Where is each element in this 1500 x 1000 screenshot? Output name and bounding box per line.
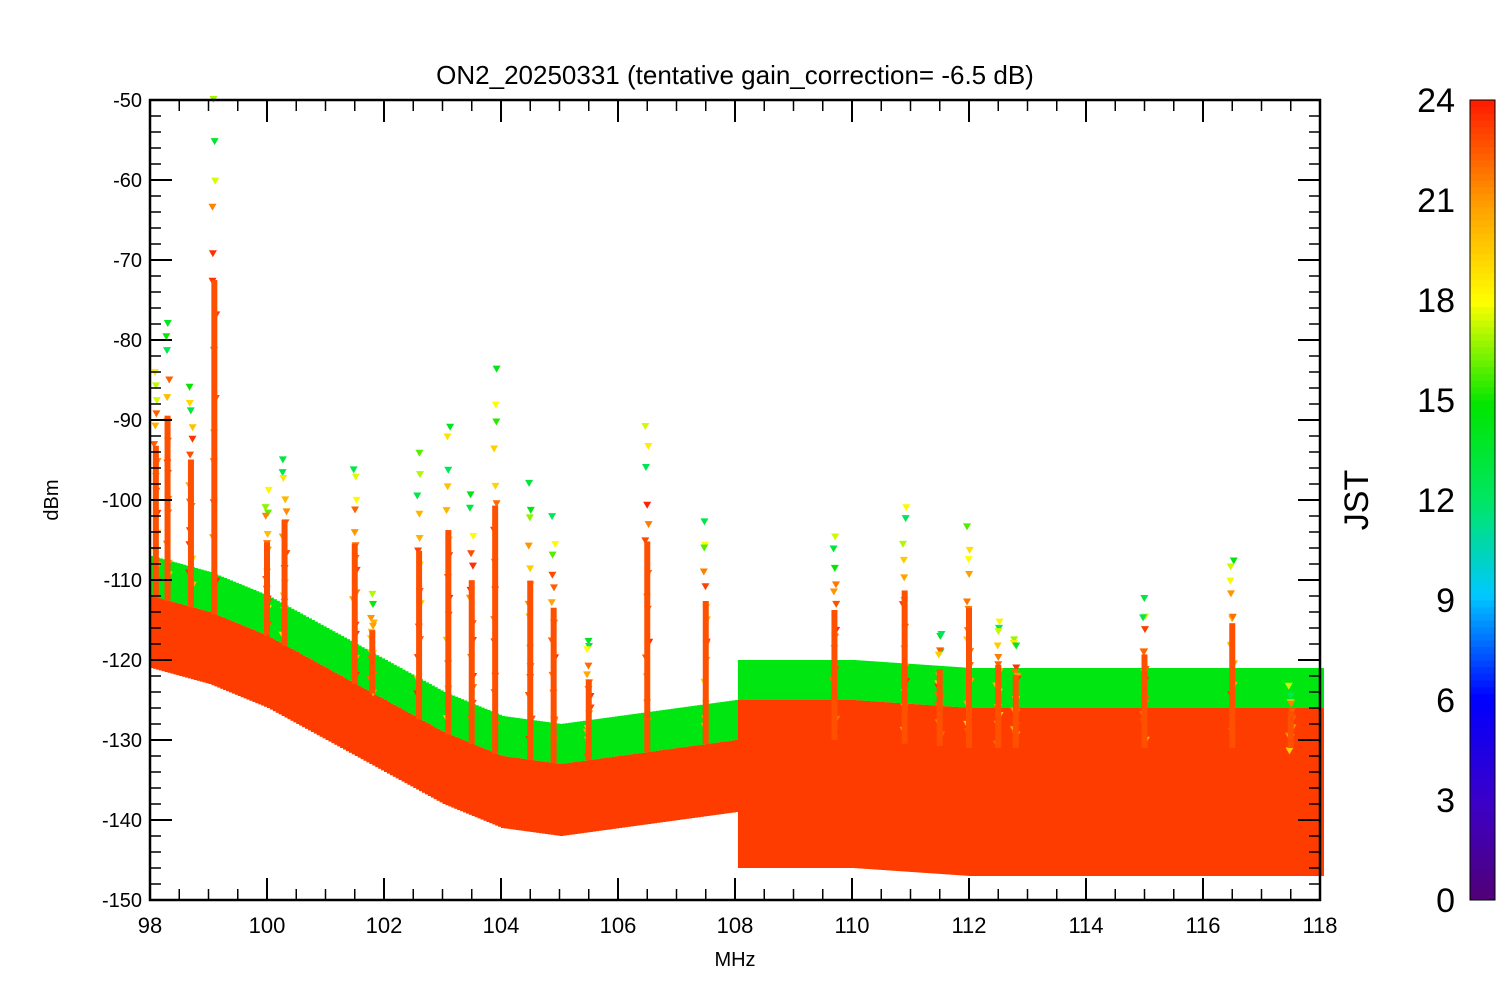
peak-mark-24: [1226, 557, 1239, 748]
peak-mark-2: [185, 383, 197, 608]
x-tick-label: 110: [834, 913, 869, 938]
peak-mark-18: [898, 504, 911, 744]
x-tick-label: 98: [138, 913, 162, 938]
x-tick-label: 118: [1302, 913, 1337, 938]
x-axis-label: MHz: [714, 949, 755, 971]
x-tick-label: 104: [483, 913, 520, 938]
colorbar-tick-label: 15: [1417, 382, 1455, 420]
peak-mark-6: [349, 466, 361, 684]
peak-mark-9: [442, 423, 455, 735]
peak-mark-21: [992, 618, 1004, 748]
peak-mark-19: [934, 630, 946, 746]
x-tick-label: 106: [600, 913, 637, 938]
y-tick-label: -70: [113, 250, 142, 272]
y-tick-label: -50: [113, 90, 142, 112]
colorbar-tick-label: 21: [1417, 182, 1455, 220]
peak-mark-12: [524, 479, 536, 760]
noise-floor-band: [150, 556, 1324, 876]
y-tick-label: -150: [102, 890, 142, 912]
y-tick-label: -140: [102, 810, 142, 832]
peak-mark-10: [465, 491, 478, 744]
y-tick-label: -120: [102, 650, 142, 672]
colorbar-tick-label: 0: [1436, 882, 1455, 920]
x-tick-label: 102: [366, 913, 403, 938]
y-axis-label: dBm: [41, 479, 63, 520]
y-tick-label: -110: [103, 570, 142, 592]
chart-title: ON2_20250331 (tentative gain_correction=…: [436, 60, 1034, 90]
y-tick-label: -80: [113, 330, 142, 352]
colorbar-tick-label: 24: [1417, 82, 1455, 120]
y-axis: -50 -60 -70 -80 -90 -100 -110 -120 -130 -140 -150: [102, 90, 1320, 912]
x-tick-label: 112: [951, 913, 986, 938]
colorbar-tick-label: 9: [1436, 582, 1455, 620]
y-tick-label: -90: [113, 410, 142, 432]
y-tick-label: -100: [102, 490, 142, 512]
peak-mark-7: [366, 590, 378, 697]
colorbar: 0 3 6 9 12 15 18 21 24: [1417, 82, 1496, 920]
peak-mark-13: [547, 513, 560, 764]
peak-mark-5: [278, 456, 291, 646]
peak-mark-8: [413, 449, 425, 720]
y-tick-label: -130: [102, 730, 142, 752]
peak-mark-16: [699, 518, 712, 744]
x-tick-label: 100: [249, 913, 286, 938]
peak-mark-17: [828, 533, 841, 740]
peak-mark-23: [1139, 595, 1150, 748]
peak-mark-20: [963, 523, 975, 748]
peak-mark-25: [1284, 682, 1297, 755]
x-tick-label: 114: [1068, 913, 1103, 938]
colorbar-tick-label: 18: [1417, 282, 1455, 320]
peak-mark-22: [1009, 636, 1022, 748]
peak-mark-4: [261, 486, 273, 636]
colorbar-tick-label: 12: [1417, 482, 1455, 520]
colorbar-tick-label: 6: [1436, 682, 1455, 720]
x-axis: 98 100 102 104 106 108 110 112 114 116 118: [138, 100, 1338, 938]
plot-area: [148, 95, 1324, 902]
x-tick-label: 116: [1185, 913, 1220, 938]
colorbar-label: JST: [1338, 470, 1376, 530]
y-tick-label: -60: [113, 170, 142, 192]
peak-mark-14: [582, 637, 595, 761]
x-tick-label: 108: [717, 913, 754, 938]
peak-mark-15: [641, 423, 654, 752]
colorbar-tick-label: 3: [1436, 782, 1455, 820]
peak-mark-11: [489, 365, 501, 754]
